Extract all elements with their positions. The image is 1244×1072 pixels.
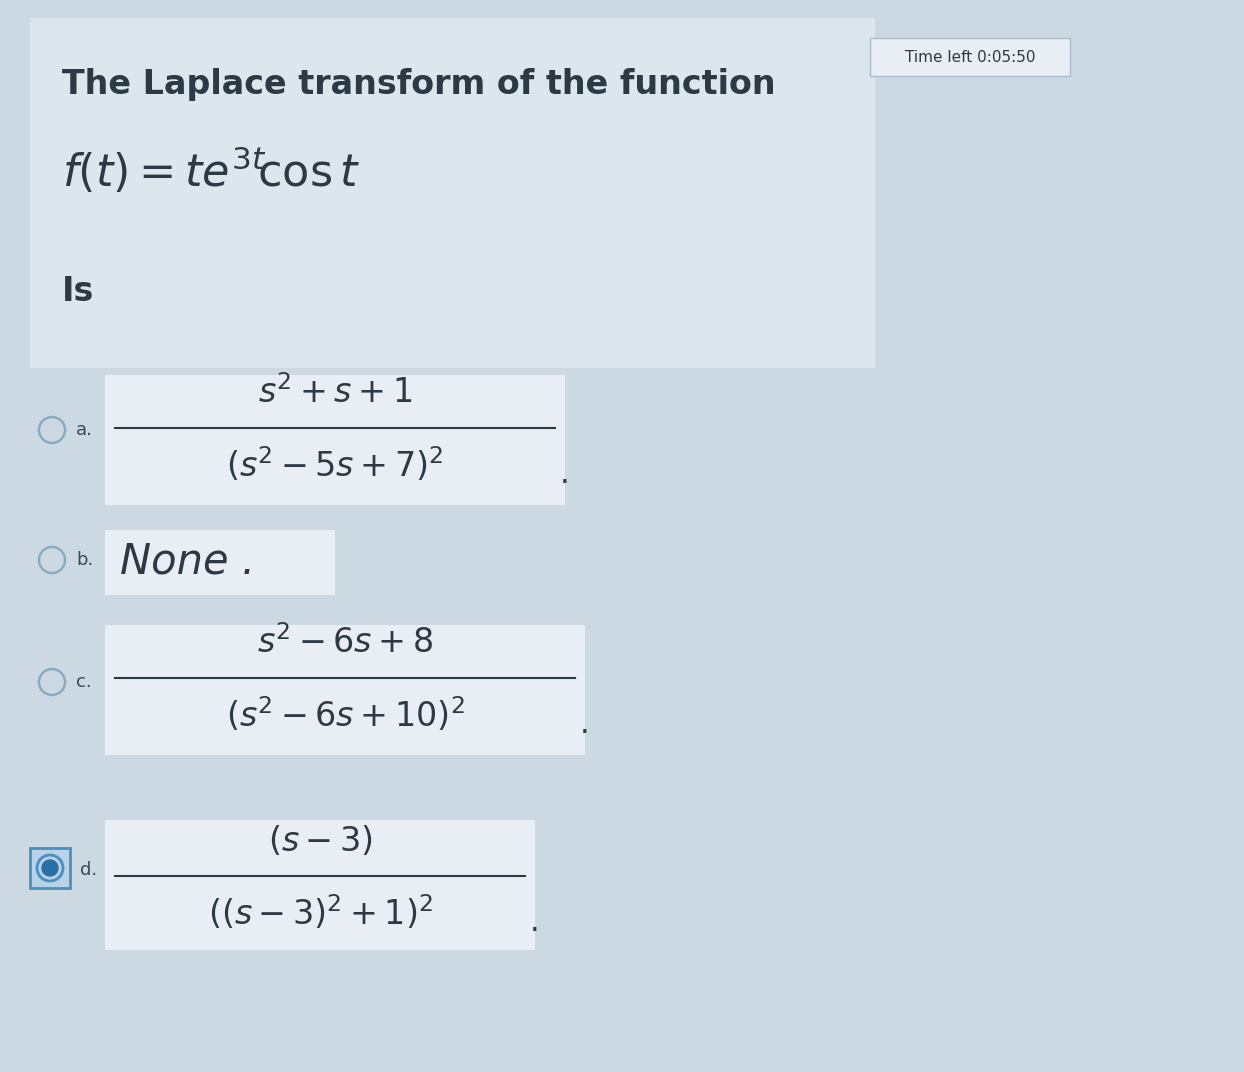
Text: .: . — [580, 710, 590, 739]
Text: a.: a. — [76, 421, 93, 440]
Text: c.: c. — [76, 673, 92, 691]
Text: The Laplace transform of the function: The Laplace transform of the function — [62, 68, 775, 101]
Bar — [104, 625, 585, 755]
Text: b.: b. — [76, 551, 93, 569]
Text: $f(t) = te^{3t}\!\cos t$: $f(t) = te^{3t}\!\cos t$ — [62, 145, 361, 195]
Text: Is: Is — [62, 276, 95, 308]
Text: .: . — [560, 460, 570, 489]
Text: $(s^2-5s+7)^2$: $(s^2-5s+7)^2$ — [226, 445, 444, 483]
FancyBboxPatch shape — [870, 38, 1070, 76]
Text: $(s-3)$: $(s-3)$ — [267, 824, 372, 858]
Text: $(s^2-6s+10)^2$: $(s^2-6s+10)^2$ — [225, 695, 464, 734]
Bar — [104, 820, 535, 950]
Text: None .: None . — [119, 541, 255, 583]
Text: $((s-3)^2+1)^2$: $((s-3)^2+1)^2$ — [208, 893, 433, 932]
Text: .: . — [530, 908, 540, 937]
Bar — [104, 375, 565, 505]
Text: d.: d. — [80, 861, 97, 879]
Circle shape — [42, 860, 58, 876]
Bar — [104, 530, 335, 595]
Text: $s^2-6s+8$: $s^2-6s+8$ — [258, 625, 433, 660]
FancyBboxPatch shape — [30, 18, 875, 368]
FancyBboxPatch shape — [30, 848, 70, 888]
Text: $s^2+s+1$: $s^2+s+1$ — [258, 375, 412, 410]
Text: Time left 0:05:50: Time left 0:05:50 — [904, 49, 1035, 64]
